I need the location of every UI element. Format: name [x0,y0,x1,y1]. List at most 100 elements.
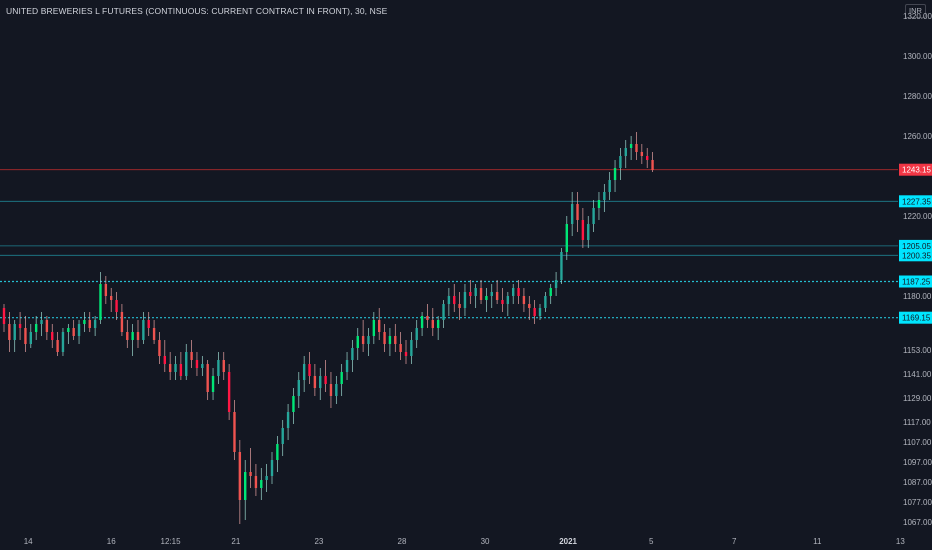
candle-body [442,304,445,320]
candle [276,436,279,472]
chart-title: UNITED BREWERIES L FUTURES (CONTINUOUS: … [6,6,388,16]
candle [549,284,552,304]
candle-body [426,316,429,320]
svg-text:1187.25: 1187.25 [902,278,931,287]
candle-body [302,364,306,380]
svg-text:1205.05: 1205.05 [902,242,931,251]
candle-body [195,360,199,368]
candle [624,140,627,168]
candle [29,324,32,348]
candle [217,352,220,384]
candle [88,312,91,332]
candle [469,280,472,304]
candle [158,332,161,364]
svg-text:1200.35: 1200.35 [902,251,931,260]
candle-body [469,292,472,296]
candle [168,352,172,380]
candle [72,320,75,340]
price-axis[interactable]: 1320.00 1300.00 1280.00 1260.00 1220.00 1180.… [903,12,932,527]
price-tick-label: 1220.00 [903,212,932,221]
candle [45,316,49,340]
candle [581,208,585,248]
candle [67,324,70,344]
candle-body [581,220,585,240]
candle-body [319,376,322,388]
candle [565,216,568,260]
candle-body [474,288,477,296]
candle [533,300,536,324]
candle [592,200,595,232]
level-label-2: 1200.35 [899,249,932,262]
candle-body [565,224,568,252]
price-tick-label: 1153.00 [903,346,932,355]
candle [372,312,376,344]
candle-body [356,336,359,348]
candle [136,320,140,348]
candle-body [522,296,526,304]
candle-body [431,320,434,328]
candle-body [613,168,617,180]
candle-body [211,376,215,392]
candle [635,132,638,160]
candle-body [345,360,349,372]
candle-body [88,320,91,328]
candle [356,328,359,360]
candle [576,192,579,232]
candle-body [158,340,161,356]
time-tick-label: 7 [732,537,737,546]
time-tick-label: 23 [314,537,323,546]
candle-body [485,296,488,300]
candle-body [227,372,231,412]
candle [431,308,434,336]
currency-badge[interactable]: INR [905,4,926,18]
candle-body [83,320,86,324]
candle-body [383,332,386,344]
candle-body [254,476,258,488]
candle-body [361,336,365,344]
price-tick-label: 1300.00 [903,52,932,61]
candle-body [629,144,633,148]
candle-body [24,328,27,344]
candle [265,464,268,492]
candle-body [56,340,59,352]
candle [297,372,300,408]
candle [61,328,65,356]
candle [313,364,317,396]
candle-body [479,288,483,300]
candle [538,304,542,320]
candle [260,468,263,500]
candle [608,172,611,200]
candle-body [190,352,193,360]
candle [286,404,290,440]
candle-body [179,364,183,376]
candle [174,356,177,380]
candle-body [340,372,343,384]
candle-body [286,412,290,428]
candle-body [67,328,70,332]
candle [244,460,247,520]
candle-body [72,328,75,336]
candle-body [388,336,392,344]
time-tick-label: 28 [398,537,407,546]
candle-body [233,412,236,452]
candle [222,352,225,380]
candle [597,192,601,220]
level-label-3: 1187.25 [899,275,932,288]
candle-body [61,332,65,352]
time-tick-label: 16 [107,537,116,546]
time-tick-label: 14 [24,537,33,546]
time-tick-label: 13 [896,537,905,546]
candle [517,280,520,304]
candle-body [18,324,22,328]
candle-body [410,340,413,356]
candle-body [244,472,247,500]
candle [329,372,333,408]
candle-body [34,324,38,332]
level-label-0: 1227.35 [899,195,932,208]
candle [560,248,563,284]
candle-body [560,252,563,280]
candle [126,320,129,348]
